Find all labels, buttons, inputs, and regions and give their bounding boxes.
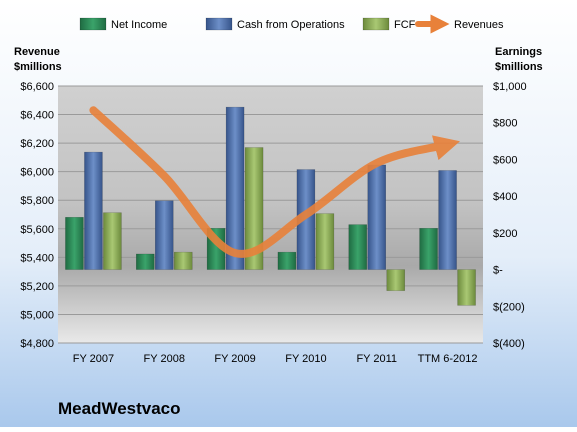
legend-label: Revenues — [454, 19, 504, 31]
bar-fcf — [457, 269, 476, 306]
x-axis-ticks: FY 2007 FY 2008 FY 2009 FY 2010 FY 2011 TTM 6… — [73, 353, 478, 365]
bar-fcf — [103, 212, 122, 270]
bar-net-income — [348, 224, 367, 270]
bar-cash-from-operations — [84, 151, 103, 270]
revenue-line — [89, 106, 460, 258]
left-tick-label: $6,000 — [20, 167, 54, 179]
bar-cash-from-operations — [438, 170, 457, 270]
left-tick-label: $5,800 — [20, 195, 54, 207]
legend-item-cash-from-operations: Cash from Operations — [205, 17, 345, 31]
right-tick-label: $400 — [493, 191, 517, 203]
legend: Net Income Cash from Operations FCF Revenue… — [79, 14, 504, 34]
right-tick-label: $- — [493, 265, 503, 277]
bar-net-income — [277, 251, 297, 270]
left-tick-label: $6,600 — [20, 81, 54, 93]
x-tick-label: FY 2009 — [214, 353, 255, 365]
bar-fcf — [315, 213, 335, 270]
x-tick-label: TTM 6-2012 — [418, 353, 478, 365]
left-tick-label: $6,200 — [20, 138, 54, 150]
legend-item-net-income: Net Income — [79, 17, 167, 31]
bar-cash-from-operations — [225, 106, 245, 270]
left-axis-label-line2: $millions — [14, 61, 62, 73]
legend-item-revenues: Revenues — [415, 14, 504, 34]
right-tick-label: $1,000 — [493, 81, 527, 93]
bar-net-income — [419, 228, 438, 270]
bar-cash-from-operations — [155, 200, 174, 270]
right-tick-label: $(400) — [493, 338, 525, 350]
left-tick-label: $4,800 — [20, 338, 54, 350]
x-tick-label: FY 2008 — [144, 353, 185, 365]
right-tick-label: $200 — [493, 228, 517, 240]
right-tick-label: $800 — [493, 118, 517, 130]
left-tick-label: $5,200 — [20, 281, 54, 293]
legend-item-fcf: FCF — [362, 17, 416, 31]
left-tick-label: $6,400 — [20, 110, 54, 122]
x-tick-label: FY 2007 — [73, 353, 114, 365]
left-tick-label: $5,400 — [20, 252, 54, 264]
left-tick-label: $5,600 — [20, 224, 54, 236]
legend-label: Cash from Operations — [237, 19, 345, 31]
legend-label: Net Income — [111, 19, 167, 31]
left-tick-label: $5,000 — [20, 309, 54, 321]
company-title: MeadWestvaco — [58, 399, 181, 418]
left-axis-ticks: $4,800 $5,000 $5,200 $5,400 $5,600 $5,800 $6,0… — [20, 81, 54, 350]
bar-net-income — [65, 217, 84, 270]
bars — [65, 106, 476, 306]
x-tick-label: FY 2010 — [285, 353, 326, 365]
plot-area — [58, 86, 483, 343]
bar-net-income — [136, 253, 155, 270]
bar-fcf — [386, 269, 405, 291]
legend-label: FCF — [394, 19, 416, 31]
right-axis-label-line1: Earnings — [495, 46, 542, 58]
left-axis-label-line1: Revenue — [14, 46, 60, 58]
right-tick-label: $600 — [493, 154, 517, 166]
right-axis-ticks: $(400) $(200) $- $200 $400 $600 $800 $1,000 — [493, 81, 527, 350]
bar-fcf — [174, 251, 193, 270]
bar-fcf — [244, 147, 264, 270]
x-tick-label: FY 2011 — [356, 353, 397, 365]
revenues-line — [89, 106, 460, 258]
bar-cash-from-operations — [367, 164, 386, 270]
right-axis-label-line2: $millions — [495, 61, 543, 73]
right-tick-label: $(200) — [493, 301, 525, 313]
